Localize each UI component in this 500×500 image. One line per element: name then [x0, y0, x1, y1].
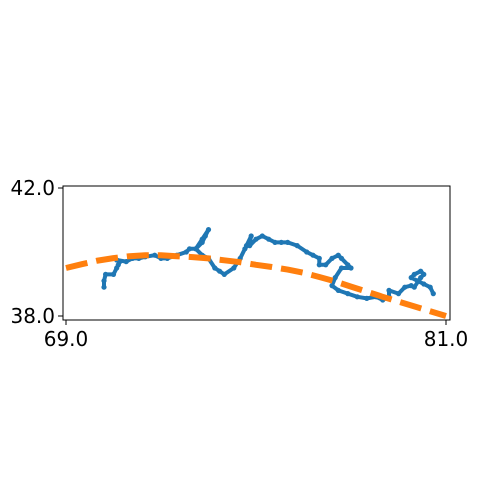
series-1-point [212, 265, 218, 271]
series-1-point [411, 284, 417, 290]
series-1-point [364, 295, 370, 301]
series-1-point [329, 255, 335, 261]
series-1-point [345, 291, 351, 297]
series-1-point [278, 239, 284, 245]
series-1-point [202, 233, 208, 239]
series-1-point [247, 243, 253, 249]
series-1-point [430, 291, 436, 297]
series-1-point [345, 262, 351, 268]
series-1-point [183, 249, 189, 255]
plot-area [63, 186, 450, 320]
series-1-point [259, 233, 265, 239]
series-1-point [310, 252, 316, 258]
series-1-point [421, 271, 427, 277]
axes: 69.0 81.0 38.0 42.0 [10, 176, 468, 351]
series-1-point [103, 271, 109, 277]
series-1-point [411, 271, 417, 277]
series-1-point [335, 287, 341, 293]
series-1-point [101, 278, 107, 284]
x-tick-label: 81.0 [424, 327, 469, 351]
series-1-point [294, 243, 300, 249]
series-1-point [335, 252, 341, 258]
series-1-point [402, 284, 408, 290]
series-1-point [123, 259, 129, 265]
series-1-point [414, 278, 421, 284]
series-1-point [323, 262, 329, 268]
series-1-point [329, 283, 335, 289]
series-1-point [316, 262, 322, 268]
series-1-point [338, 255, 345, 261]
series-1-point [418, 275, 424, 281]
series-1-point [408, 275, 414, 281]
series-1-point [304, 249, 310, 255]
series-1-point [217, 268, 223, 274]
series-1-point [421, 281, 427, 287]
series-1-point [101, 284, 107, 290]
series-1-point [193, 246, 199, 252]
series-1-point [248, 233, 254, 239]
series-1-point [199, 236, 205, 242]
series-1-point [272, 239, 278, 245]
series-2-line [65, 252, 447, 319]
x-tick-label: 69.0 [44, 327, 89, 351]
y-tick-label: 42.0 [10, 176, 55, 200]
series-1-point [348, 265, 354, 271]
series-1-point [316, 255, 322, 261]
series-1-point [231, 265, 237, 271]
axes-frame [62, 185, 451, 321]
series-1-point [253, 236, 259, 242]
series-1-point [338, 265, 345, 271]
series-1-point [395, 291, 402, 297]
series-1-point [152, 252, 158, 258]
series-1-point [285, 239, 291, 245]
y-tick-label: 38.0 [10, 304, 55, 328]
series-1-point [427, 284, 433, 290]
series-1-point [110, 271, 117, 277]
plot-background [63, 186, 450, 320]
series-1-point [186, 246, 193, 252]
series-1-point [205, 227, 212, 233]
series-1-point [266, 236, 272, 242]
series-1-point [221, 271, 227, 277]
series-1-point [354, 294, 360, 300]
series-1-point [332, 275, 338, 281]
series-1-point [386, 287, 392, 293]
series-1-point [418, 268, 424, 274]
